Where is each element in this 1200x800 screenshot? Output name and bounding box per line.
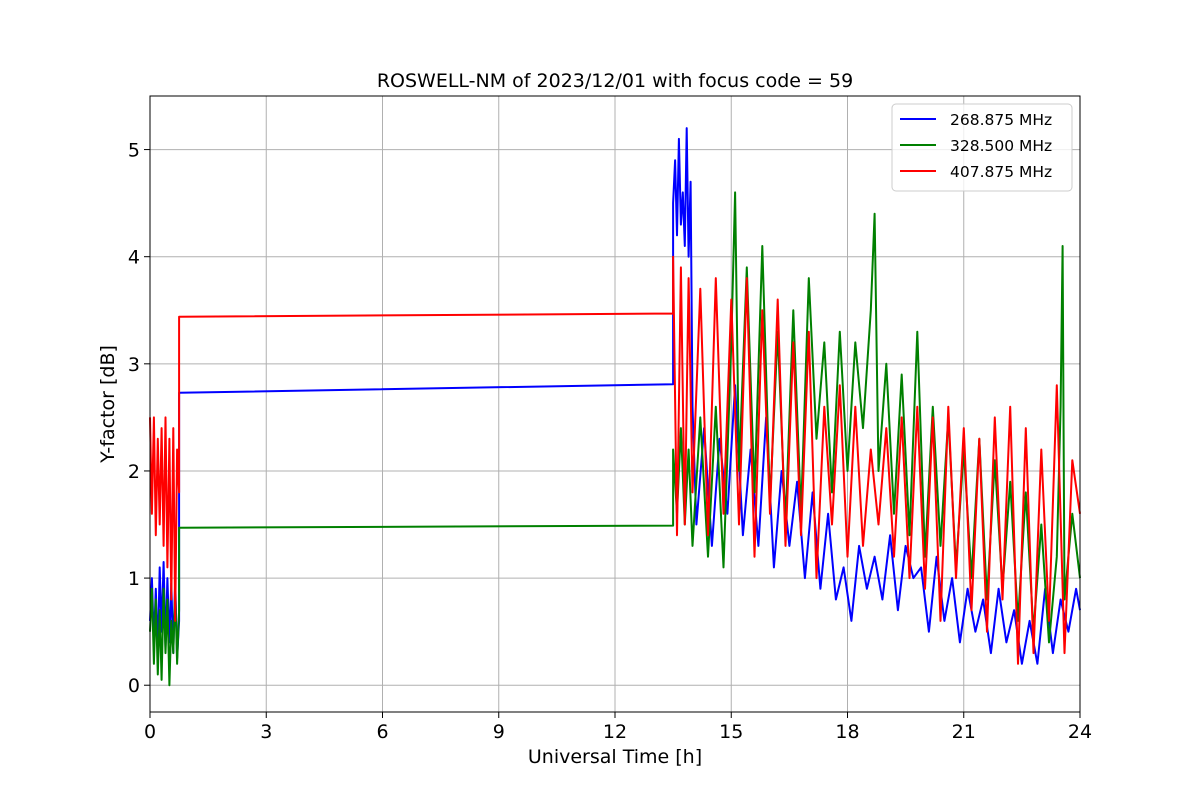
chart-title: ROSWELL-NM of 2023/12/01 with focus code…	[377, 70, 853, 92]
x-tick-label: 24	[1068, 721, 1092, 743]
legend-label: 407.875 MHz	[950, 163, 1052, 181]
y-axis-label: Y-factor [dB]	[97, 345, 119, 464]
x-axis-label: Universal Time [h]	[528, 746, 702, 768]
series-line-3	[149, 255, 1081, 665]
y-tick-label: 1	[128, 568, 140, 590]
y-tick-label: 4	[128, 247, 140, 269]
x-tick-label: 15	[719, 721, 743, 743]
x-tick-label: 18	[835, 721, 859, 743]
y-tick-label: 2	[128, 461, 140, 483]
x-tick-label: 6	[376, 721, 388, 743]
legend-box	[891, 103, 1073, 192]
series-group	[149, 127, 1081, 687]
legend-label: 268.875 MHz	[950, 111, 1052, 129]
x-tick-label: 0	[144, 721, 156, 743]
x-tick-label: 21	[952, 721, 976, 743]
y-tick-label: 5	[128, 140, 140, 162]
x-tick-label: 12	[603, 721, 627, 743]
y-tick-label: 3	[128, 354, 140, 376]
legend-label: 328.500 MHz	[950, 137, 1052, 155]
x-tick-label: 3	[260, 721, 272, 743]
legend: 268.875 MHz 328.500 MHz 407.875 MHz	[891, 103, 1073, 192]
y-tick-label: 0	[128, 675, 140, 697]
x-tick-label: 9	[493, 721, 505, 743]
